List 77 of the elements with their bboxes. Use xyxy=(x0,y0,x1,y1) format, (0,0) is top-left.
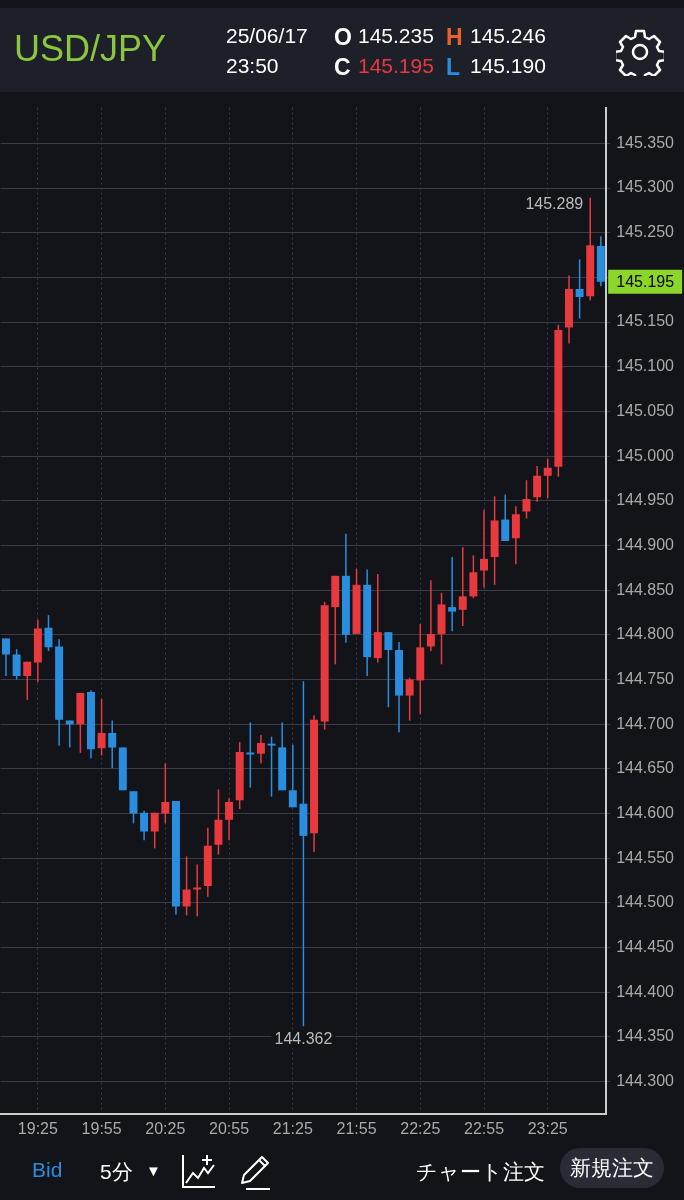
text: チャート注文 xyxy=(416,1159,545,1185)
x-tick-label: 19:25 xyxy=(17,1119,58,1137)
candlestick xyxy=(543,458,552,499)
annotation: 144.362 xyxy=(274,1029,333,1047)
y-tick-label: 145.350 xyxy=(616,133,675,151)
x-tick-label: 23:25 xyxy=(527,1119,568,1137)
y-tick-label: 144.900 xyxy=(616,535,675,553)
candlestick xyxy=(533,465,542,503)
candlestick xyxy=(501,493,510,542)
y-tick-label: 144.300 xyxy=(616,1072,675,1090)
y-tick-label: 145.050 xyxy=(616,401,675,419)
x-tick-label: 22:55 xyxy=(463,1119,505,1137)
y-tick-label: 145.100 xyxy=(616,357,675,375)
text: 145.246 xyxy=(470,24,546,48)
x-tick-label: 20:55 xyxy=(209,1119,250,1137)
candlestick xyxy=(522,479,531,520)
candlestick xyxy=(225,797,234,842)
candlestick xyxy=(267,735,276,798)
y-tick-label: 144.500 xyxy=(616,893,675,911)
text: L xyxy=(446,54,461,81)
candlestick xyxy=(193,863,202,918)
candlestick xyxy=(12,648,21,681)
x-tick-label: 22:25 xyxy=(400,1119,441,1137)
text: H xyxy=(446,24,463,51)
y-tick-label: 144.450 xyxy=(616,938,675,955)
candlestick xyxy=(405,676,414,722)
annotation: 145.289 xyxy=(525,195,584,213)
candlestick xyxy=(448,556,457,632)
y-tick-label: 144.700 xyxy=(616,714,675,732)
candlestick xyxy=(384,631,393,708)
y-tick-label: 144.850 xyxy=(616,580,675,598)
text: 145.195 xyxy=(616,273,675,291)
y-tick-label: 145.250 xyxy=(616,223,675,241)
y-tick-label: 144.750 xyxy=(616,669,675,687)
y-tick-label: 144.350 xyxy=(616,1027,675,1045)
y-tick-label: 144.550 xyxy=(616,848,675,866)
text: 新規注文 xyxy=(560,1148,664,1188)
candlestick xyxy=(182,855,191,917)
candlestick xyxy=(161,762,170,825)
candlestick xyxy=(23,660,32,701)
candlestick xyxy=(150,811,159,850)
candlestick xyxy=(140,810,149,842)
y-tick-label: 144.650 xyxy=(616,759,675,777)
candlestick xyxy=(480,508,488,589)
text: 23:50 xyxy=(226,54,279,78)
text: 145.235 xyxy=(358,24,434,48)
y-tick-label: 145.300 xyxy=(616,178,675,196)
candlestick xyxy=(575,258,584,320)
candlestick xyxy=(108,719,117,769)
y-tick-label: 144.950 xyxy=(616,491,675,509)
y-tick-label: 145.000 xyxy=(616,446,675,464)
x-tick-label: 21:25 xyxy=(272,1119,313,1137)
candlestick xyxy=(426,579,435,652)
text: O xyxy=(334,24,352,51)
candlestick xyxy=(2,637,10,677)
y-tick-label: 144.400 xyxy=(616,982,675,1000)
text: Bid xyxy=(32,1158,63,1182)
candlestick xyxy=(256,734,265,765)
y-tick-label: 144.800 xyxy=(616,625,675,643)
candlestick xyxy=(246,721,255,789)
candlestick xyxy=(129,790,138,825)
text: 145.190 xyxy=(470,54,546,78)
chart-title: USD/JPY xyxy=(14,28,167,70)
text: 25/06/17 xyxy=(226,24,308,48)
x-tick-label: 20:25 xyxy=(145,1119,186,1137)
x-tick-label: 19:55 xyxy=(81,1119,122,1137)
candlestick xyxy=(299,680,308,1027)
text: 5分 xyxy=(100,1159,133,1185)
text: C xyxy=(334,54,351,81)
y-tick-label: 144.600 xyxy=(616,803,675,821)
text: ▼ xyxy=(146,1162,161,1179)
candlestick xyxy=(97,698,106,757)
candlestick xyxy=(288,743,297,809)
x-tick-label: 21:55 xyxy=(336,1119,377,1137)
y-tick-label: 145.150 xyxy=(616,312,675,330)
text: 145.195 xyxy=(358,54,434,78)
candlestick xyxy=(458,546,467,627)
